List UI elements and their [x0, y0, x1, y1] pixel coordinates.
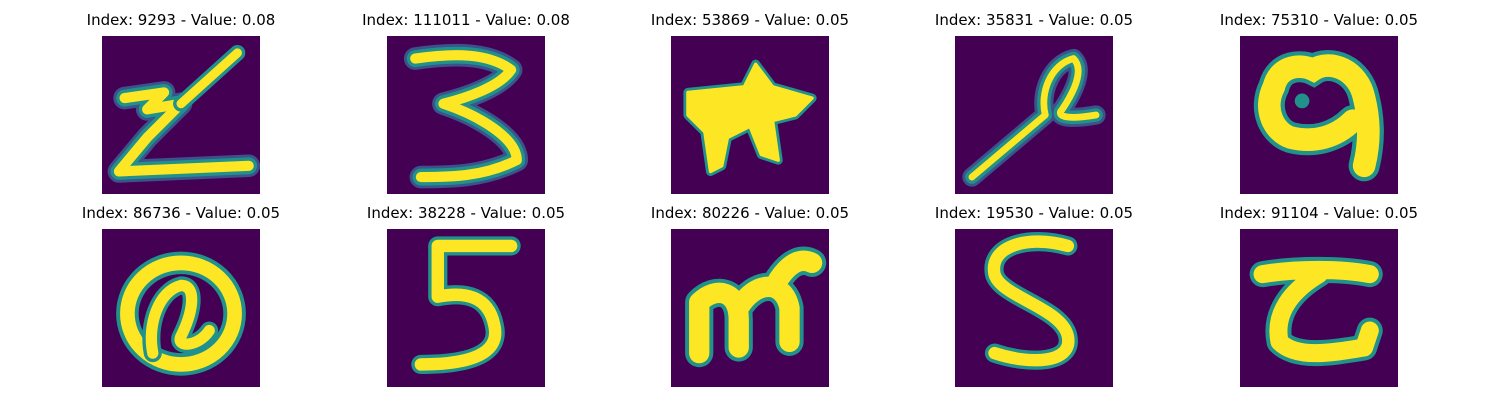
digit-image	[1240, 229, 1398, 387]
digit-image	[102, 229, 260, 387]
digit-image	[671, 229, 829, 387]
panel-title: Index: 9293 - Value: 0.08	[86, 11, 276, 29]
digit-image	[955, 229, 1113, 387]
panel-5: Index: 75310 - Value: 0.05	[1169, 8, 1469, 198]
digit-image	[671, 36, 829, 194]
panel-title: Index: 38228 - Value: 0.05	[366, 204, 566, 222]
panel-10: Index: 91104 - Value: 0.05	[1169, 201, 1469, 391]
panel-title: Index: 53869 - Value: 0.05	[650, 11, 850, 29]
digit-image	[387, 229, 545, 387]
panel-9: Index: 19530 - Value: 0.05	[884, 201, 1184, 391]
panel-8: Index: 80226 - Value: 0.05	[600, 201, 900, 391]
panel-title: Index: 75310 - Value: 0.05	[1219, 11, 1419, 29]
digit-image	[387, 36, 545, 194]
panel-title: Index: 86736 - Value: 0.05	[81, 204, 281, 222]
panel-1: Index: 9293 - Value: 0.08	[31, 8, 331, 198]
panel-3: Index: 53869 - Value: 0.05	[600, 8, 900, 198]
panel-7: Index: 38228 - Value: 0.05	[316, 201, 616, 391]
panel-4: Index: 35831 - Value: 0.05	[884, 8, 1184, 198]
digit-image	[1240, 36, 1398, 194]
digit-image	[955, 36, 1113, 194]
panel-title: Index: 91104 - Value: 0.05	[1219, 204, 1419, 222]
panel-2: Index: 111011 - Value: 0.08	[316, 8, 616, 198]
digit-image	[102, 36, 260, 194]
panel-title: Index: 35831 - Value: 0.05	[934, 11, 1134, 29]
panel-title: Index: 19530 - Value: 0.05	[934, 204, 1134, 222]
panel-title: Index: 80226 - Value: 0.05	[650, 204, 850, 222]
panel-title: Index: 111011 - Value: 0.08	[362, 11, 570, 29]
panel-6: Index: 86736 - Value: 0.05	[31, 201, 331, 391]
